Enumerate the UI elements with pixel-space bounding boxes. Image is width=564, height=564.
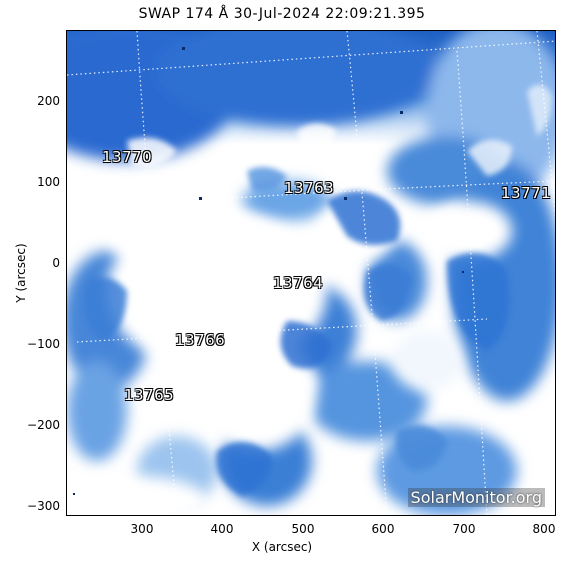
x-tick-700: 700 (452, 522, 476, 536)
x-tick-400: 400 (210, 522, 234, 536)
x-tick-800: 800 (532, 522, 556, 536)
x-tick-600: 600 (371, 522, 395, 536)
region-label-13764: 13764 (273, 274, 324, 292)
region-label-13763: 13763 (284, 179, 335, 197)
region-label-13771: 13771 (501, 184, 552, 202)
y-tick-m100: −100 (27, 337, 60, 351)
watermark: SolarMonitor.org (407, 488, 545, 507)
y-tick-200: 200 (37, 94, 60, 108)
x-tick-300: 300 (130, 522, 154, 536)
region-label-13766: 13766 (175, 331, 226, 349)
solar-image: 13770 13763 13771 13764 13766 13765 Sola… (66, 30, 556, 516)
x-axis-label: X (arcsec) (251, 540, 313, 554)
y-tick-0: 0 (52, 256, 60, 270)
image-title: SWAP 174 Å 30-Jul-2024 22:09:21.395 (138, 6, 426, 22)
euv-image-render (67, 31, 555, 515)
y-tick-m300: −300 (27, 499, 60, 513)
region-label-13770: 13770 (102, 148, 153, 166)
x-tick-500: 500 (291, 522, 315, 536)
y-tick-100: 100 (37, 175, 60, 189)
y-tick-m200: −200 (27, 418, 60, 432)
region-label-13765: 13765 (124, 386, 175, 404)
y-axis-label: Y (arcsec) (14, 243, 28, 303)
